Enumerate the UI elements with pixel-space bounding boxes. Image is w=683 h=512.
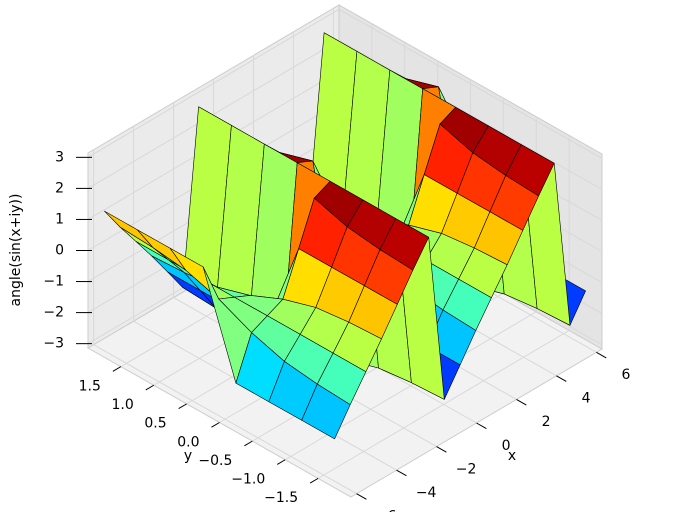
grid-line (338, 8, 603, 159)
y-tick (178, 403, 187, 410)
grid-line (317, 329, 570, 479)
x-tick (516, 398, 527, 406)
x-tick-label: 2 (542, 414, 551, 430)
z-tick-label: 0 (55, 243, 64, 259)
grid-line (87, 39, 340, 189)
y-axis-label: y (184, 448, 192, 464)
y-tick-label: 1.5 (79, 378, 101, 394)
y-tick (244, 440, 253, 447)
grid-line (338, 39, 603, 190)
y-tick (211, 422, 220, 428)
x-tick (476, 422, 487, 430)
x-axis-label: x (508, 448, 516, 464)
y-tick (309, 477, 319, 484)
x-tick-label: −2 (456, 461, 477, 477)
x-tick-label: 6 (622, 367, 631, 383)
grid-line (284, 311, 537, 461)
surface-patch (301, 383, 351, 440)
x-tick (596, 351, 607, 359)
x-tick (396, 469, 407, 477)
y-tick (277, 459, 286, 465)
y-tick-label: 1.0 (112, 397, 134, 413)
x-tick (556, 375, 567, 382)
y-tick-label: 0.0 (177, 434, 199, 450)
x-tick (356, 493, 367, 500)
x-tick (436, 446, 447, 453)
y-tick (112, 366, 122, 372)
x-tick-label: −4 (416, 485, 437, 501)
z-tick-label: 3 (55, 149, 64, 165)
z-tick-label: 2 (55, 180, 64, 196)
y-tick-label: −1.5 (264, 490, 298, 506)
plot-area: −6 −4 −2 0 2 4 6 −1.5 −1.0 −0.5 0.0 0.5 1.0 1.5 −3 −2 −1… (43, 4, 631, 512)
z-axis-label: angle(sin(x+iy)) (8, 194, 24, 307)
z-tick-label: −3 (43, 336, 64, 352)
z-tick-label: 1 (55, 211, 64, 227)
y-tick (145, 384, 155, 391)
y-tick-label: −0.5 (198, 453, 232, 469)
y-tick-label: 0.5 (144, 416, 166, 432)
grid-line (87, 8, 340, 158)
x-tick-label: 4 (582, 391, 591, 407)
z-tick-label: −1 (43, 274, 64, 290)
x-tick-label: 0 (502, 438, 511, 454)
y-tick-label: −1.0 (231, 472, 265, 488)
x-tick-label: −6 (376, 508, 397, 512)
z-tick-label: −2 (43, 305, 64, 321)
